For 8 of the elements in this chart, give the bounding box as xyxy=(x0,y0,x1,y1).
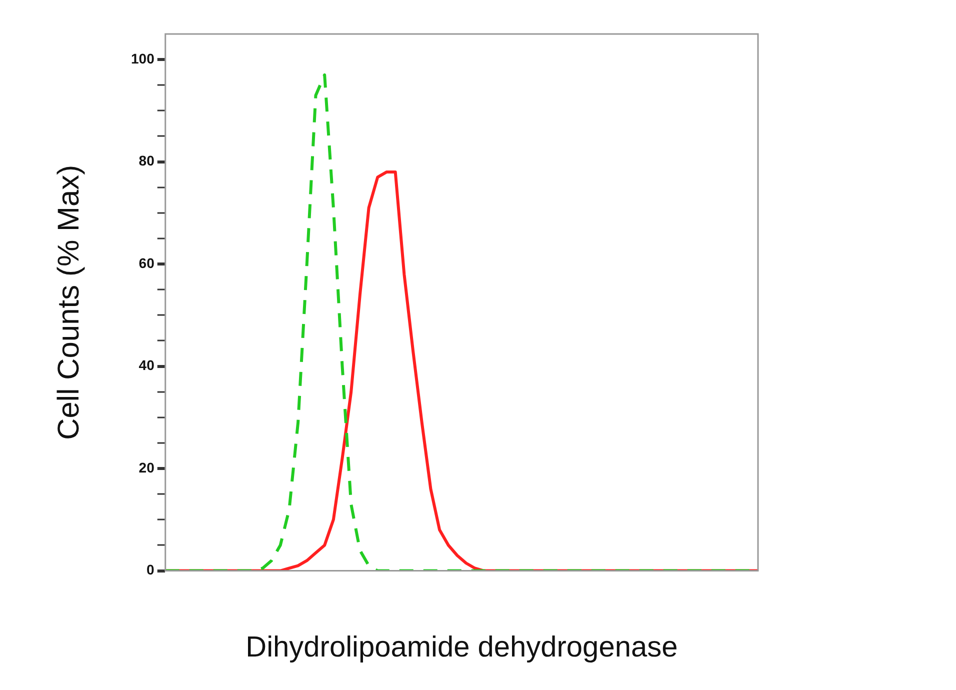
y-tick-label: 60 xyxy=(138,254,155,271)
y-axis-title: Cell Counts (% Max) xyxy=(52,164,86,440)
y-tick-label: 0 xyxy=(146,562,155,578)
y-tick-label: 100 xyxy=(131,50,155,66)
y-tick-label: 80 xyxy=(138,152,155,169)
y-tick-label: 40 xyxy=(138,357,155,374)
y-tick-label: 20 xyxy=(138,459,155,476)
x-axis-title: Dihydrolipoamide dehydrogenase xyxy=(246,632,678,664)
